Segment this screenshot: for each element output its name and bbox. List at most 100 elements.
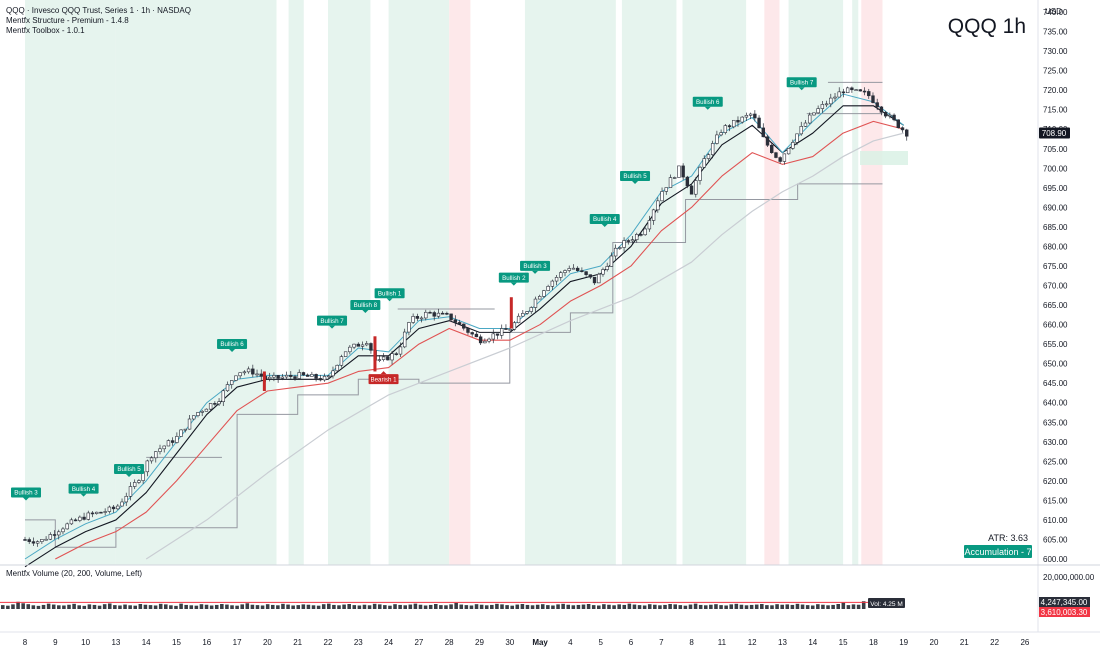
bullish-structure-label[interactable]: Bullish 3 (520, 260, 551, 274)
candle-up (327, 375, 331, 378)
candle-up (331, 370, 335, 377)
candle-down (774, 152, 778, 158)
candle-up (605, 266, 609, 270)
candle-up (208, 403, 213, 410)
bullish-structure-label[interactable]: Bullish 7 (317, 315, 348, 329)
bullish-structure-label[interactable]: Bullish 6 (217, 339, 248, 353)
time-tick-label: 21 (960, 638, 969, 647)
volume-bar (367, 605, 372, 609)
bullish-structure-label[interactable]: Bullish 4 (68, 483, 99, 497)
accumulation-badge (964, 545, 1032, 558)
candle-up (803, 122, 808, 127)
candle-up (48, 534, 53, 540)
candle-bearish-impulse (373, 336, 377, 372)
indicator-structure[interactable]: Mentfx Structure - Premium - 1.4.8 (6, 16, 129, 25)
candle-up (128, 486, 133, 497)
price-axis[interactable]: 740.00735.00730.00725.00720.00715.00710.… (1043, 8, 1068, 564)
candle-up (242, 371, 247, 374)
candle-down (73, 519, 78, 522)
candle-down (356, 343, 360, 347)
price-tick-label: 650.00 (1043, 360, 1068, 369)
candle-up (225, 384, 230, 392)
time-tick-label: 27 (414, 638, 423, 647)
candle-up (162, 445, 166, 450)
price-tick-label: 640.00 (1043, 399, 1068, 408)
bullish-structure-label[interactable]: Bullish 8 (350, 299, 381, 313)
candle-up (845, 87, 850, 94)
candle-up (145, 460, 150, 473)
symbol-title[interactable]: QQQ · Invesco QQQ Trust, Series 1 · 1h ·… (6, 6, 191, 15)
volume-bar (647, 604, 652, 609)
volume-bar (571, 605, 576, 609)
candle-up (567, 268, 571, 271)
indicator-toolbox[interactable]: Mentfx Toolbox - 1.0.1 (6, 26, 85, 35)
bullish-structure-label[interactable]: Bullish 4 (589, 213, 620, 227)
volume-bar (836, 604, 841, 609)
volume-bar (403, 605, 408, 609)
candle-up (411, 316, 415, 323)
time-tick-label: 13 (111, 638, 120, 647)
candle-up (672, 177, 677, 179)
volume-bar (62, 605, 66, 609)
time-tick-label: 5 (598, 638, 603, 647)
volume-bar (67, 604, 71, 609)
bullish-structure-label[interactable]: Bullish 7 (786, 77, 817, 91)
candle-up (799, 126, 803, 135)
volume-bar (658, 605, 662, 609)
bullish-structure-label[interactable]: Bullish 3 (11, 487, 41, 501)
candle-up (381, 356, 386, 360)
candle-down (765, 136, 770, 146)
candle-down (639, 234, 643, 236)
candle-up (234, 375, 238, 381)
volume-indicator-title[interactable]: Mentfx Volume (20, 200, Volume, Left) (6, 569, 142, 578)
candle-up (710, 143, 715, 155)
candle-up (107, 506, 112, 512)
volume-bar (413, 603, 418, 609)
time-tick-label: 19 (899, 638, 908, 647)
volume-bar (230, 605, 234, 609)
volume-bar (316, 605, 321, 609)
volume-bar (11, 604, 15, 609)
candle-up (398, 346, 403, 355)
candle-up (601, 269, 605, 275)
candle-up (221, 390, 225, 402)
candle-up (483, 340, 487, 344)
candle-up (343, 351, 348, 357)
time-axis[interactable]: 8 9 10 13 14 15 16 17 20 21 22 23 24 27 28 29 30 May 4 5 6 7 8… (23, 638, 1030, 647)
volume-bar (770, 605, 774, 609)
candle-up (57, 531, 61, 536)
candles[interactable] (23, 86, 909, 547)
bullish-structure-label[interactable]: Bullish 1 (374, 288, 405, 302)
candle-down (867, 91, 871, 97)
bearish-structure-label[interactable]: Bearish 1 (368, 371, 399, 385)
volume-bar (581, 604, 586, 609)
time-tick-label: 15 (839, 638, 848, 647)
volume-bar (434, 604, 438, 609)
volume-bar (765, 605, 769, 609)
candle-up (537, 296, 542, 300)
time-tick-label: 12 (748, 638, 757, 647)
structure-label-text: Bullish 8 (354, 302, 378, 309)
volume-bar (301, 604, 306, 609)
bullish-structure-label[interactable]: Bullish 6 (692, 96, 723, 110)
volume-bar (439, 605, 443, 609)
candle-down (90, 512, 95, 515)
volume-bar (296, 605, 301, 609)
bullish-structure-label[interactable]: Bullish 5 (114, 464, 145, 478)
candle-up (651, 209, 656, 221)
volume-bar (490, 604, 494, 609)
candle-up (635, 234, 639, 241)
candle-up (192, 415, 196, 420)
volume-bar (41, 604, 46, 609)
bullish-structure-label[interactable]: Bullish 2 (498, 272, 529, 286)
volume-bar (327, 603, 331, 609)
candle-down (858, 89, 863, 92)
volume-bar (474, 604, 479, 609)
candle-down (457, 322, 462, 325)
last-price-value: 708.90 (1042, 129, 1067, 138)
bullish-structure-label[interactable]: Bullish 5 (620, 171, 651, 185)
candle-down (293, 376, 297, 379)
volume-bar (107, 603, 112, 609)
candle-down (757, 117, 761, 129)
